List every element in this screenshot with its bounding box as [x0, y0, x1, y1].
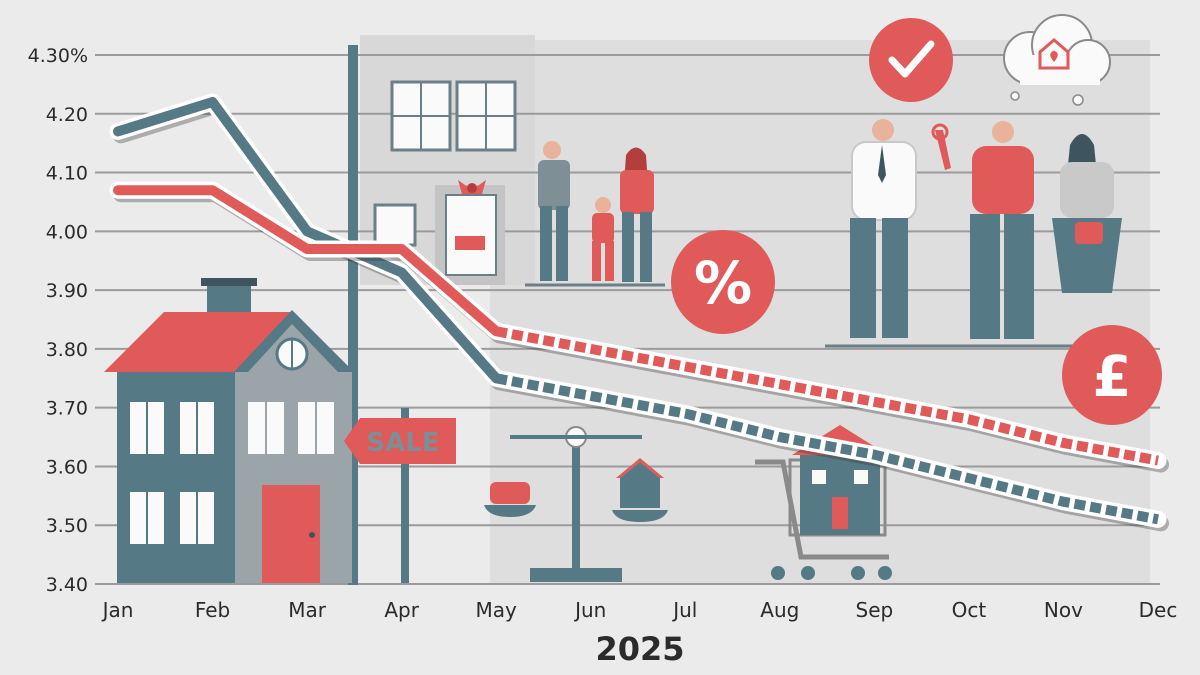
- pound-symbol: £: [1093, 345, 1132, 410]
- checkmark-icon: [888, 40, 935, 78]
- sale-sign-text: SALE: [366, 428, 439, 458]
- x-tick-label: Mar: [288, 598, 327, 622]
- x-tick-label: Feb: [195, 598, 230, 622]
- percent-symbol: %: [694, 249, 752, 317]
- house-illustration: [104, 278, 354, 583]
- x-tick-label: Nov: [1044, 598, 1083, 622]
- thought-cloud: [1003, 14, 1111, 106]
- series-line-1: [109, 93, 1169, 532]
- x-tick-label: May: [476, 598, 518, 622]
- y-tick-label: 3.60: [46, 456, 88, 478]
- x-tick-label: Oct: [952, 598, 987, 622]
- series-forecast-segment: [495, 326, 1159, 466]
- x-tick-label: Sep: [856, 598, 894, 622]
- y-tick-label: 3.70: [46, 398, 88, 420]
- checkmark-badge: [869, 18, 953, 102]
- x-tick-label: Jul: [671, 598, 697, 622]
- handshake-scene: [825, 119, 1122, 348]
- pound-badge: £: [1062, 325, 1162, 425]
- x-tick-label: Aug: [760, 598, 799, 622]
- y-tick-label: 3.80: [46, 339, 88, 361]
- series-layer: [109, 93, 1169, 532]
- y-tick-label: 4.10: [46, 163, 88, 185]
- x-axis: Jan Feb Mar Apr May Jun Jul Aug Sep Oct Nov Dec: [101, 598, 1178, 622]
- y-axis: 4.30% 4.20 4.10 4.00 3.90 3.80 3.70 3.60 3.50 3.4…: [28, 45, 88, 596]
- series-actual-segment: [113, 97, 502, 384]
- heart-icon: [1050, 50, 1058, 62]
- series-forecast-segment: [495, 373, 1159, 525]
- x-tick-label: Jan: [101, 598, 134, 622]
- series-line-2: [109, 181, 1169, 473]
- percent-badge: %: [671, 230, 775, 334]
- x-tick-label: Apr: [384, 598, 419, 622]
- house-icon: [1038, 38, 1070, 70]
- x-tick-label: Dec: [1139, 598, 1178, 622]
- y-tick-label: 3.90: [46, 280, 88, 302]
- y-tick-label: 4.30%: [28, 45, 88, 67]
- sale-sign: SALE: [344, 408, 456, 583]
- x-tick-label: Jun: [573, 598, 606, 622]
- balance-scale: [484, 426, 668, 582]
- series-actual-segment: [113, 185, 502, 337]
- x-axis-title: 2025: [595, 630, 684, 668]
- y-tick-label: 3.40: [46, 574, 88, 596]
- y-tick-label: 4.00: [46, 221, 88, 243]
- y-tick-label: 4.20: [46, 104, 88, 126]
- apartment-building: [348, 45, 517, 585]
- y-tick-label: 3.50: [46, 515, 88, 537]
- family-illustration: [525, 141, 665, 287]
